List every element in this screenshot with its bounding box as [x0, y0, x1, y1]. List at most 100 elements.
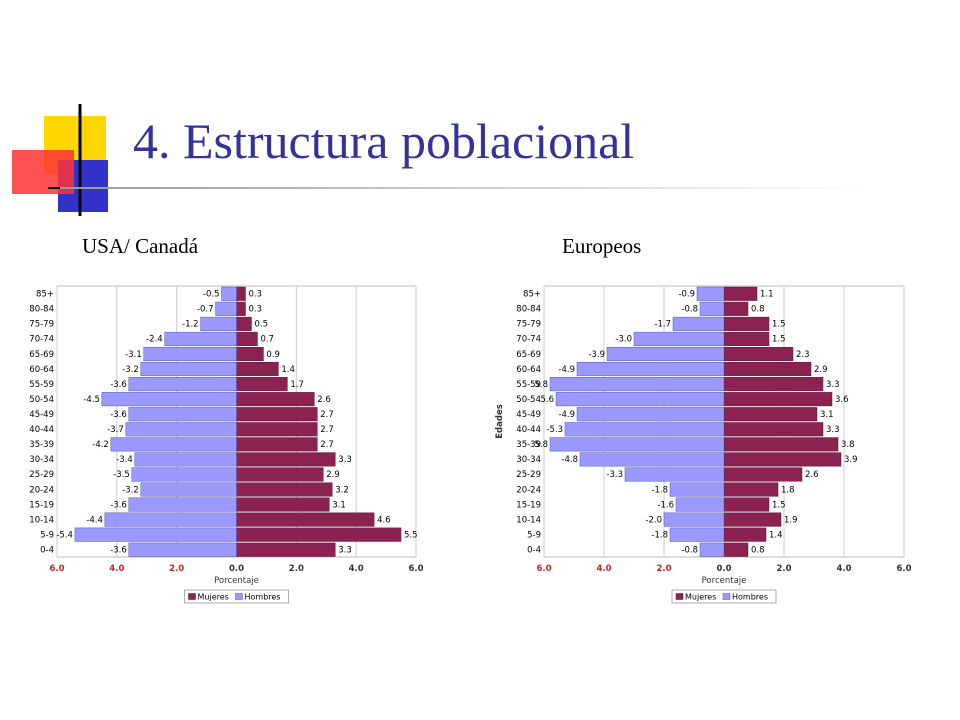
data-label-hombres: -1.8	[651, 485, 668, 495]
bar-mujeres	[723, 542, 749, 557]
bar-mujeres	[723, 286, 758, 301]
data-label-hombres: -3.6	[110, 410, 127, 420]
category-label: 20-24	[516, 485, 541, 495]
bar-hombres	[128, 377, 237, 392]
data-label-hombres: -4.5	[83, 395, 100, 405]
legend-label-mujeres: Mujeres	[198, 593, 229, 602]
data-label-mujeres: 3.9	[844, 455, 858, 465]
data-label-hombres: -3.7	[107, 425, 124, 435]
data-label-mujeres: 0.8	[751, 305, 765, 315]
bar-mujeres	[236, 362, 279, 377]
bar-mujeres	[236, 422, 318, 437]
bar-hombres	[140, 362, 237, 377]
bar-mujeres	[723, 452, 842, 467]
decorative-squares	[12, 104, 130, 216]
data-label-hombres: -3.5	[113, 470, 130, 480]
bar-hombres	[675, 497, 725, 512]
data-label-mujeres: 2.7	[320, 440, 334, 450]
data-label-hombres: -2.4	[146, 335, 163, 345]
red-square	[12, 150, 74, 194]
category-label: 35-39	[516, 440, 541, 450]
data-label-mujeres: 0.3	[248, 305, 262, 315]
bar-mujeres	[236, 331, 258, 346]
data-label-hombres: -0.8	[681, 545, 698, 555]
data-label-mujeres: 1.5	[772, 500, 786, 510]
bar-mujeres	[723, 467, 803, 482]
x-tick-label: 2.0	[656, 564, 671, 574]
x-tick-label: 0.0	[229, 564, 244, 574]
data-label-hombres: -5.4	[56, 530, 73, 540]
category-label: 75-79	[29, 320, 54, 330]
category-label: 10-14	[29, 515, 54, 525]
bar-hombres	[564, 422, 725, 437]
data-label-hombres: -0.9	[678, 290, 695, 300]
data-label-hombres: -2.0	[645, 515, 662, 525]
x-tick-label: 4.0	[836, 564, 851, 574]
data-label-mujeres: 0.7	[260, 335, 274, 345]
data-label-mujeres: 3.3	[338, 545, 352, 555]
x-tick-label: 2.0	[776, 564, 791, 574]
data-label-hombres: -1.8	[651, 530, 668, 540]
bar-mujeres	[236, 512, 375, 527]
data-label-mujeres: 3.3	[338, 455, 352, 465]
bar-mujeres	[236, 527, 402, 542]
bar-hombres	[143, 346, 237, 362]
x-tick-label: 0.0	[716, 564, 731, 574]
x-tick-label: 6.0	[536, 564, 551, 574]
bar-mujeres	[723, 482, 779, 497]
data-label-hombres: 5.6	[540, 395, 554, 405]
bar-mujeres	[236, 316, 252, 331]
bar-mujeres	[723, 377, 824, 392]
bar-hombres	[221, 286, 237, 301]
category-label: 25-29	[516, 470, 541, 480]
data-label-hombres: -3.2	[122, 365, 139, 375]
category-label: 60-64	[516, 365, 541, 375]
x-tick-label: 6.0	[408, 564, 423, 574]
bar-mujeres	[236, 497, 330, 512]
category-label: 80-84	[516, 305, 541, 315]
data-label-mujeres: 0.8	[751, 545, 765, 555]
data-label-mujeres: 3.2	[335, 485, 349, 495]
category-label: 5-9	[40, 530, 54, 540]
category-label: 25-29	[29, 470, 54, 480]
bar-mujeres	[723, 392, 833, 407]
data-label-mujeres: 2.7	[320, 410, 334, 420]
bar-hombres	[104, 512, 237, 527]
bar-hombres	[669, 527, 725, 542]
data-label-mujeres: 1.8	[781, 485, 795, 495]
bar-hombres	[576, 407, 725, 422]
category-label: 20-24	[29, 485, 54, 495]
category-label: 15-19	[29, 500, 54, 510]
category-label: 5-9	[527, 530, 541, 540]
data-label-mujeres: 5.5	[404, 530, 418, 540]
bar-hombres	[696, 286, 725, 301]
bar-hombres	[555, 392, 725, 407]
data-label-hombres: -4.4	[86, 515, 103, 525]
data-label-mujeres: 3.6	[835, 395, 849, 405]
bar-mujeres	[236, 542, 336, 557]
bar-mujeres	[723, 362, 812, 377]
bar-mujeres	[723, 331, 770, 346]
category-label: 70-74	[516, 335, 541, 345]
bar-mujeres	[236, 407, 318, 422]
data-label-hombres: -3.6	[110, 500, 127, 510]
slide-title: 4. Estructura poblacional	[133, 113, 635, 169]
bar-hombres	[131, 467, 237, 482]
data-label-hombres: -3.0	[615, 335, 632, 345]
category-label: 60-64	[29, 365, 54, 375]
data-label-hombres: -3.6	[110, 380, 127, 390]
data-label-hombres: -4.2	[92, 440, 109, 450]
data-label-hombres: 5.8	[534, 380, 548, 390]
bar-hombres	[672, 316, 725, 331]
bar-hombres	[125, 422, 237, 437]
bar-hombres	[699, 301, 725, 316]
bar-hombres	[579, 452, 725, 467]
category-label: 85+	[36, 290, 54, 300]
bar-mujeres	[723, 527, 767, 542]
x-tick-label: 4.0	[596, 564, 611, 574]
legend-label-mujeres: Mujeres	[685, 593, 716, 602]
data-label-mujeres: 0.9	[266, 350, 280, 360]
category-label: 40-44	[516, 425, 541, 435]
data-label-mujeres: 1.5	[772, 320, 786, 330]
bar-hombres	[606, 346, 725, 362]
